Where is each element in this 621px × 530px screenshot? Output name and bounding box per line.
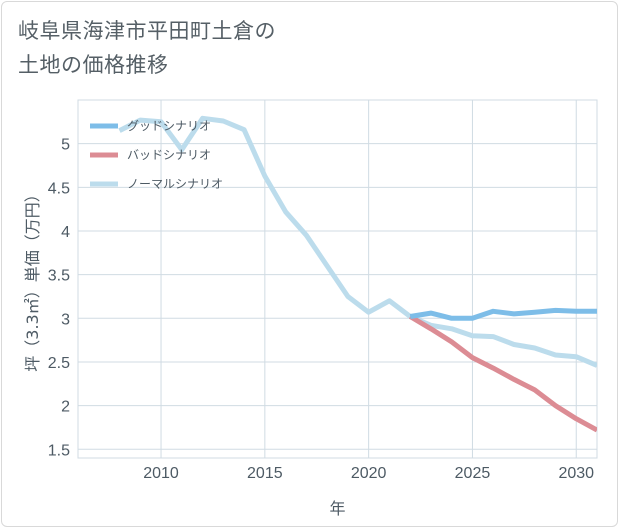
legend-label: ノーマルシナリオ — [127, 177, 223, 191]
x-tick-label: 2020 — [351, 465, 387, 482]
series-lines — [118, 115, 597, 433]
y-axis-ticks: 1.5 2 2.5 3 3.5 4 4.5 5 — [48, 137, 70, 460]
series-line-1 — [409, 307, 597, 321]
legend-label: グッドシナリオ — [127, 119, 211, 133]
y-tick-label: 2.5 — [48, 355, 70, 372]
title-line-1: 岐阜県海津市平田町土倉の — [18, 19, 276, 43]
y-tick-label: 4 — [61, 224, 70, 241]
series-line-2 — [408, 314, 597, 433]
x-tick-label: 2015 — [247, 465, 283, 482]
series-line-3 — [118, 115, 597, 368]
x-axis-label: 年 — [329, 499, 345, 518]
title-line-2: 土地の価格推移 — [18, 53, 169, 77]
plot-frame — [77, 99, 598, 459]
y-tick-label: 1.5 — [48, 442, 70, 459]
y-tick-label: 4.5 — [48, 180, 70, 197]
y-tick-label: 5 — [61, 137, 70, 154]
y-tick-label: 3.5 — [48, 268, 70, 285]
grid — [77, 99, 598, 459]
chart-title: 岐阜県海津市平田町土倉の 土地の価格推移 — [18, 14, 438, 82]
y-tick-label: 3 — [61, 311, 70, 328]
legend-label: バッドシナリオ — [127, 148, 211, 162]
x-tick-label: 2030 — [558, 465, 594, 482]
y-tick-label: 2 — [61, 399, 70, 416]
x-tick-label: 2025 — [455, 465, 491, 482]
x-axis-ticks: 2010 2015 2020 2025 2030 — [143, 465, 594, 482]
y-axis-label: 坪（3.3㎡）単価（万円） — [23, 186, 42, 371]
x-tick-label: 2010 — [143, 465, 179, 482]
